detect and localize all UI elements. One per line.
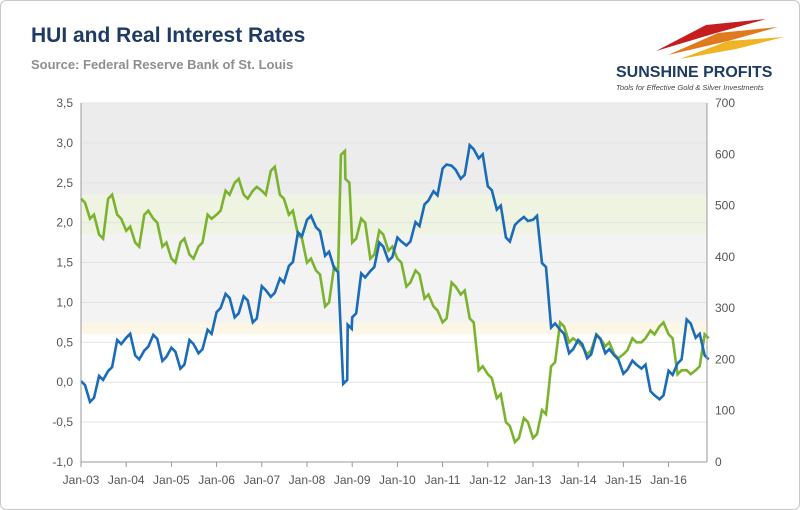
left-tick-label: 2,5 [56,176,73,190]
hui-line [80,142,710,405]
x-tick-label: Jan-03 [63,473,100,487]
band-upper [81,194,707,235]
x-tick-label: Jan-16 [650,473,687,487]
left-tick-label: 1,0 [56,295,73,309]
left-tick-label: 0,5 [56,335,73,349]
x-tick-label: Jan-09 [334,473,371,487]
right-tick-label: 600 [715,147,735,161]
right-tick-label: 100 [715,404,735,418]
left-axis-ticks: -1,0 -0,5 0,0 0,5 1,0 1,5 2,0 2,5 3,0 3,5 [52,96,73,469]
left-tick-label: 1,5 [56,256,73,270]
x-axis-ticks: Jan-03 Jan-04 Jan-05 Jan-06 Jan-07 Jan-08 Jan-… [63,462,687,487]
x-tick-label: Jan-07 [243,473,280,487]
right-tick-label: 0 [715,455,722,469]
x-tick-label: Jan-12 [469,473,506,487]
logo-swoosh-orange-icon [668,27,778,55]
right-tick-label: 300 [715,301,735,315]
left-tick-label: -0,5 [52,415,73,429]
x-tick-label: Jan-06 [198,473,235,487]
right-tick-label: 400 [715,250,735,264]
x-tick-label: Jan-05 [153,473,190,487]
band-top [81,103,707,195]
left-tick-label: 3,0 [56,136,73,150]
x-tick-label: Jan-11 [425,473,461,487]
sunshine-profits-logo: SUNSHINE PROFITS Tools for Effective Gol… [616,19,784,92]
x-tick-label: Jan-10 [379,473,416,487]
logo-swoosh-red-icon [656,19,766,51]
chart-title: HUI and Real Interest Rates [31,24,306,47]
band-lower [81,322,707,335]
x-tick-label: Jan-14 [560,473,597,487]
chart-subtitle: Source: Federal Reserve Bank of St. Loui… [31,57,294,72]
x-tick-label: Jan-13 [515,473,552,487]
x-tick-label: Jan-15 [605,473,642,487]
axes [80,103,708,463]
right-axis-ticks: 0 100 200 300 400 500 600 700 [715,96,735,469]
left-tick-label: -1,0 [52,455,73,469]
left-tick-label: 2,0 [56,216,73,230]
series-layer [80,142,710,445]
right-tick-label: 500 [715,199,735,213]
logo-name: SUNSHINE PROFITS [616,64,773,81]
logo-tagline: Tools for Effective Gold & Silver Invest… [616,83,764,92]
x-tick-label: Jan-08 [289,473,326,487]
left-tick-label: 0,0 [56,375,73,389]
x-tick-label: Jan-04 [108,473,145,487]
left-tick-label: 3,5 [56,96,73,110]
right-tick-label: 200 [715,352,735,366]
logo-swoosh-yellow-icon [680,37,784,59]
right-tick-label: 700 [715,96,735,110]
background-bands [81,103,707,335]
